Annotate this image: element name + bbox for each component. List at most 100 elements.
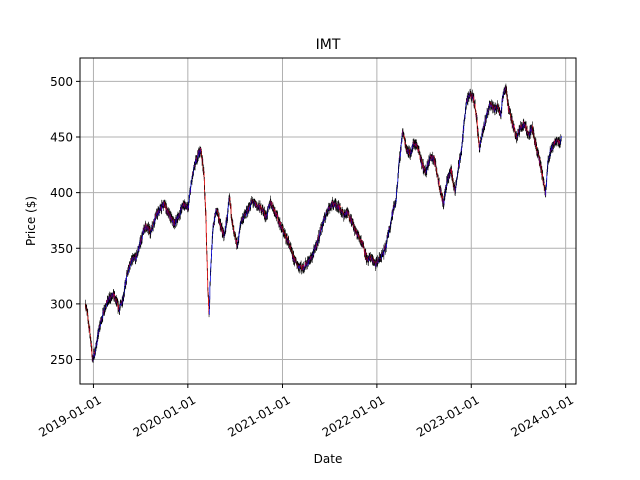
candle-body [417,147,419,149]
candle-body [143,227,145,234]
candle-body [277,214,279,222]
candle-body [338,203,339,210]
candle-body [501,100,503,105]
candle-body [386,242,387,248]
candle-body [298,265,300,269]
candle-body [240,222,242,224]
candle-body [332,201,334,203]
candle-body [208,306,210,315]
candle-body [222,229,224,235]
candle-body [135,254,136,261]
candle-body [318,234,320,240]
candle-body [452,178,453,180]
candle-body [214,214,216,222]
candle-body [161,203,163,211]
candle-body [368,256,370,261]
candle-body [428,160,429,165]
candle-body [172,219,173,223]
candle-body [267,206,269,209]
candle-body [211,256,212,260]
candle-body [129,263,131,267]
candle-body [260,206,262,212]
candle-body [542,173,543,180]
chart-title: IMT [316,37,341,53]
candle-body [474,103,476,109]
candle-body [365,251,367,253]
candle-body [559,142,561,144]
candle-body [154,216,156,222]
candle-body [203,172,205,179]
candle-body [209,299,210,307]
candle-body [535,141,537,146]
candle-body [513,125,515,131]
candle-body [175,219,177,223]
plot-frame [79,57,577,385]
candle-body [245,209,247,217]
candle-body [358,235,360,238]
candle-body [334,205,335,207]
candle-body [206,261,208,271]
candle-body [280,222,282,226]
candle-body [461,147,463,151]
candle-body [306,262,308,266]
candle-body [249,204,250,211]
candle-body [293,255,294,262]
candle-body [342,211,344,213]
candle-body [118,304,119,311]
candle-body [403,136,405,140]
candle-body [328,206,329,210]
candle-body [216,210,218,214]
candle-body [412,144,414,149]
candle-body [371,257,372,260]
candle-body [91,343,92,349]
candle-body [436,168,437,171]
candle-body [209,272,211,282]
candle-body [325,217,326,220]
candle-body [205,221,207,233]
candle-body [319,232,321,237]
candle-body [387,234,389,237]
candle-body [517,133,519,135]
candle-body [174,220,175,223]
candle-body [145,224,147,228]
candle-body [190,183,192,187]
candle-body [225,222,227,230]
candle-body [156,212,157,216]
candle-body [510,113,511,119]
candle-body [316,243,317,248]
candle-body [405,142,406,146]
candle-body [218,216,220,222]
candle-body [233,229,235,233]
candle-body [243,216,245,220]
candle-body [189,194,190,197]
candle-body [211,239,213,249]
candle-body [393,205,395,210]
candle-body [521,127,523,129]
candle-body [230,206,232,215]
candle-body [106,300,108,305]
candle-body [364,249,366,256]
candle-body [89,328,91,335]
candle-body [349,217,350,220]
candle-body [211,248,212,257]
candle-body [205,211,207,222]
candle-body [363,248,365,251]
candle-body [205,202,206,212]
candle-body [305,261,307,267]
candle-body [171,216,173,221]
candle-body [155,214,156,219]
candle-body [152,224,153,227]
candle-body [463,122,465,131]
candle-body [545,188,547,196]
candle-body [469,96,471,98]
candle-body [119,302,121,306]
candle-body [209,285,211,300]
candle-body [188,202,189,209]
candle-body [392,209,394,217]
candle-body [98,327,100,333]
candle-body [411,146,413,150]
candle-body [374,261,376,263]
candle-body [403,135,405,137]
candle-body [87,312,89,317]
